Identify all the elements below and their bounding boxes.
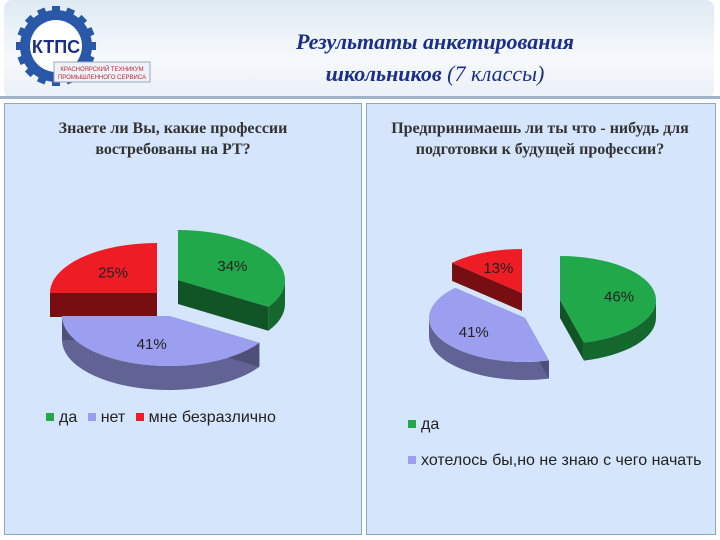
pie1-slice-1 bbox=[178, 230, 286, 307]
legend-item-bezrazlichno: мне безразлично bbox=[135, 409, 276, 426]
pie2-data-label: 46% bbox=[604, 289, 634, 306]
legend-swatch bbox=[46, 413, 54, 421]
chart2-title: Предпринимаешь ли ты что - нибудь для по… bbox=[391, 120, 689, 158]
pie2-slice-3 bbox=[452, 249, 522, 293]
pie1-data-label: 41% bbox=[137, 336, 167, 353]
slide-title: Результаты анкетирования школьников (7 к… bbox=[170, 26, 700, 90]
header-divider bbox=[0, 96, 720, 99]
legend-swatch bbox=[87, 413, 96, 421]
pie1-data-label: 25% bbox=[98, 264, 128, 281]
legend-swatch bbox=[408, 420, 416, 428]
slide-title-sub: (7 классы) bbox=[447, 61, 545, 86]
legend-swatch bbox=[135, 413, 144, 421]
pie1-data-label: 34% bbox=[217, 258, 247, 275]
pie1-slice-wall bbox=[178, 280, 269, 331]
legend-item-da: да bbox=[408, 415, 708, 435]
slide-title-line2: школьников bbox=[325, 61, 442, 86]
pie2-slice-2 bbox=[428, 287, 549, 362]
legend-item-hotelos: хотелось бы,но не знаю с чего начать bbox=[408, 451, 708, 471]
pie2-data-label: 13% bbox=[483, 260, 513, 277]
chart-panel-right: Предпринимаешь ли ты что - нибудь для по… bbox=[366, 103, 716, 535]
ktps-logo: КТПС КРАСНОЯРСКИЙ ТЕХНИКУМ ПРОМЫШЛЕННОГО… bbox=[16, 6, 151, 86]
pie1-slice-2 bbox=[62, 316, 260, 367]
chart1-title: Знаете ли Вы, какие профессии востребова… bbox=[58, 120, 288, 158]
legend-item-da: да bbox=[46, 409, 77, 426]
legend-item-net: нет bbox=[87, 409, 125, 426]
pie2-slice-side bbox=[429, 318, 549, 380]
legend-swatch bbox=[408, 456, 416, 464]
pie2-slice-wall bbox=[452, 262, 522, 311]
pie1-slice-3 bbox=[50, 243, 157, 293]
logo-caption-2: ПРОМЫШЛЕННОГО СЕРВИСА bbox=[58, 75, 146, 81]
pie2-slice-wall bbox=[560, 300, 584, 361]
pie1-slice-side bbox=[268, 280, 285, 331]
pie1-slice-side bbox=[62, 316, 260, 390]
logo-text: КТПС bbox=[32, 37, 80, 57]
pie2-slice-side bbox=[583, 300, 656, 361]
slide-title-line1: Результаты анкетирования bbox=[295, 29, 575, 54]
pie2-data-label: 41% bbox=[459, 324, 489, 341]
pie2-slice-1 bbox=[560, 256, 656, 343]
logo-caption-1: КРАСНОЯРСКИЙ ТЕХНИКУМ bbox=[60, 65, 143, 73]
pie1-slice-wall bbox=[50, 293, 157, 317]
chart1-legend: да нет мне безразлично bbox=[46, 409, 282, 427]
chart2-legend: да хотелось бы,но не знаю с чего начать bbox=[408, 415, 708, 487]
